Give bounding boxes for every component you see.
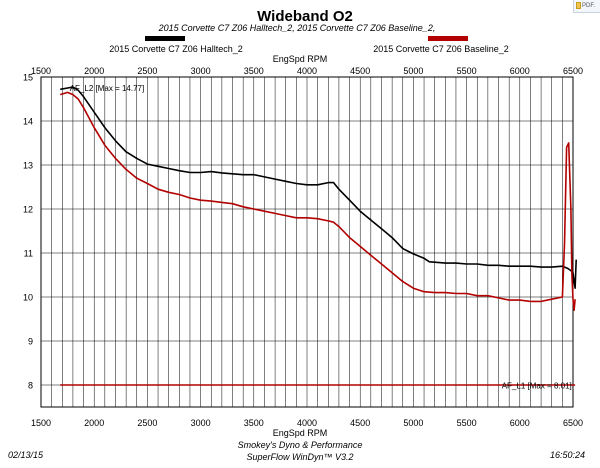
legend-label-baseline: 2015 Corvette C7 Z06 Baseline_2 (373, 44, 509, 54)
x-tick-label-bottom: 2500 (137, 418, 157, 428)
footer-time: 16:50:24 (550, 450, 585, 460)
y-tick-label: 12 (23, 205, 33, 215)
annotations: AF_L2 [Max = 14.77] AF_L1 [Max = 8.01] (70, 84, 572, 390)
x-tick-label-top: 6500 (563, 66, 583, 76)
x-tick-label-top: 4500 (350, 66, 370, 76)
x-axis-label-top: EngSpd RPM (273, 54, 328, 64)
x-tick-label-bottom: 4500 (350, 418, 370, 428)
footer-line2: SuperFlow WinDyn™ V3.2 (247, 452, 354, 462)
x-tick-label-bottom: 4000 (297, 418, 317, 428)
y-tick-label: 11 (24, 249, 33, 259)
annotation-label: AF_L1 [Max = 8.01] (502, 382, 572, 391)
y-tick-label: 14 (23, 117, 33, 127)
x-tick-label-bottom: 6000 (510, 418, 530, 428)
plot-frame (40, 76, 574, 408)
x-tick-label-top: 3500 (244, 66, 264, 76)
x-tick-label-bottom: 5500 (457, 418, 477, 428)
series-line-0 (60, 86, 577, 290)
footer-line1: Smokey's Dyno & Performance (238, 440, 363, 450)
y-tick-label: 8 (28, 381, 33, 391)
x-tick-label-top: 5000 (403, 66, 423, 76)
x-tick-label-bottom: 2000 (84, 418, 104, 428)
legend-swatch-baseline (428, 36, 468, 41)
series-group (59, 86, 577, 386)
x-tick-label-top: 2000 (84, 66, 104, 76)
x-tick-label-bottom: 6500 (563, 418, 583, 428)
x-axis-label-bottom: EngSpd RPM (273, 428, 328, 438)
pdf-label: PDF. (582, 3, 596, 9)
y-tick-label: 15 (23, 73, 33, 83)
x-tick-label-top: 2500 (137, 66, 157, 76)
x-tick-label-top: 1500 (31, 66, 51, 76)
x-tick-label-bottom: 3000 (191, 418, 211, 428)
x-tick-label-top: 5500 (457, 66, 477, 76)
axis-ticks: 1500 1500 2000 2000 2500 2500 3000 3000 3500 3500… (23, 66, 583, 428)
pdf-icon (576, 2, 581, 9)
legend-swatch-halltech (145, 36, 185, 41)
chart-subtitle: 2015 Corvette C7 Z06 Halltech_2, 2015 Co… (158, 23, 436, 33)
grid (41, 76, 573, 407)
legend-label-halltech: 2015 Corvette C7 Z06 Halltech_2 (109, 44, 243, 54)
series-line-1 (59, 91, 576, 312)
pdf-badge[interactable]: PDF. (573, 0, 600, 13)
x-tick-label-top: 3000 (191, 66, 211, 76)
y-tick-label: 13 (23, 161, 33, 171)
annotation-label: AF_L2 [Max = 14.77] (70, 84, 145, 93)
y-tick-label: 9 (28, 337, 33, 347)
x-tick-label-top: 6000 (510, 66, 530, 76)
x-tick-label-bottom: 5000 (403, 418, 423, 428)
x-tick-label-bottom: 3500 (244, 418, 264, 428)
x-tick-label-top: 4000 (297, 66, 317, 76)
footer-date: 02/13/15 (8, 450, 44, 460)
y-tick-label: 10 (23, 293, 33, 303)
x-tick-label-bottom: 1500 (31, 418, 51, 428)
chart-title: Wideband O2 (257, 8, 353, 25)
